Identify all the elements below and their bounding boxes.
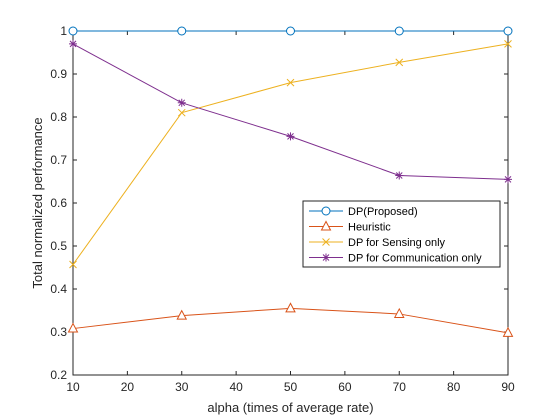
data-point: [69, 39, 77, 48]
legend-label: DP for Communication only: [348, 253, 482, 265]
y-tick-label: 0.4: [50, 282, 67, 296]
x-tick-label: 10: [66, 380, 80, 394]
y-tick-label: 0.5: [50, 239, 67, 253]
y-tick-label: 0.7: [50, 153, 67, 167]
x-tick-label: 70: [393, 380, 407, 394]
data-point: [395, 58, 404, 67]
series-1: [67, 302, 514, 337]
y-axis-label: Total normalized performance: [30, 117, 45, 288]
data-point: [503, 26, 513, 36]
data-point: [394, 26, 404, 36]
series-layer: [67, 26, 514, 337]
data-point: [395, 171, 404, 180]
x-tick-label: 50: [284, 380, 298, 394]
legend-marker: [321, 206, 331, 216]
data-point: [177, 98, 186, 107]
data-point: [69, 260, 77, 269]
legend-label: Heuristic: [348, 222, 391, 234]
series-0: [68, 26, 513, 36]
data-point: [286, 26, 295, 36]
y-tick-label: 0.8: [50, 110, 67, 124]
legend-label: DP for Sensing only: [348, 237, 446, 249]
data-point: [68, 26, 78, 36]
x-tick-label: 20: [121, 380, 135, 394]
legend-item: DP(Proposed): [309, 206, 418, 218]
data-point: [504, 40, 512, 48]
x-tick-label: 30: [175, 380, 189, 394]
x-tick-label: 60: [338, 380, 352, 394]
x-tick-label: 90: [501, 380, 515, 394]
x-axis-label: alpha (times of average rate): [207, 400, 373, 415]
x-tick-label: 80: [447, 380, 461, 394]
y-tick-label: 0.6: [50, 196, 67, 210]
legend-marker: [322, 238, 330, 246]
y-tick-label: 0.9: [50, 67, 67, 81]
x-axis-ticks: 10 20 30 40 50 60 70 80 90: [66, 31, 515, 394]
data-point: [504, 175, 512, 184]
y-tick-label: 0.2: [50, 368, 67, 382]
data-point: [286, 78, 295, 87]
legend-item: DP for Communication only: [309, 253, 482, 265]
series-2: [69, 40, 512, 269]
legend-item: Heuristic: [309, 220, 391, 234]
data-point: [393, 307, 405, 318]
data-point: [177, 108, 186, 117]
data-point: [177, 26, 187, 36]
legend: DP(Proposed) Heuristic DP for Sensing only…: [302, 200, 501, 268]
x-tick-label: 40: [229, 380, 243, 394]
y-tick-label: 1: [60, 24, 67, 38]
series-3: [69, 39, 512, 184]
data-point: [67, 322, 79, 333]
legend-label: DP(Proposed): [348, 206, 418, 218]
y-axis-ticks: 0.2 0.3 0.4 0.5 0.6 0.7 0.8 0.9 1: [50, 24, 508, 382]
legend-item: DP for Sensing only: [309, 237, 446, 249]
data-point: [176, 309, 188, 320]
legend-marker: [320, 220, 332, 231]
legend-box: [302, 200, 501, 268]
data-point: [502, 326, 514, 337]
data-point: [285, 302, 296, 313]
data-point: [286, 132, 295, 141]
legend-marker: [322, 253, 330, 262]
y-tick-label: 0.3: [50, 325, 67, 339]
